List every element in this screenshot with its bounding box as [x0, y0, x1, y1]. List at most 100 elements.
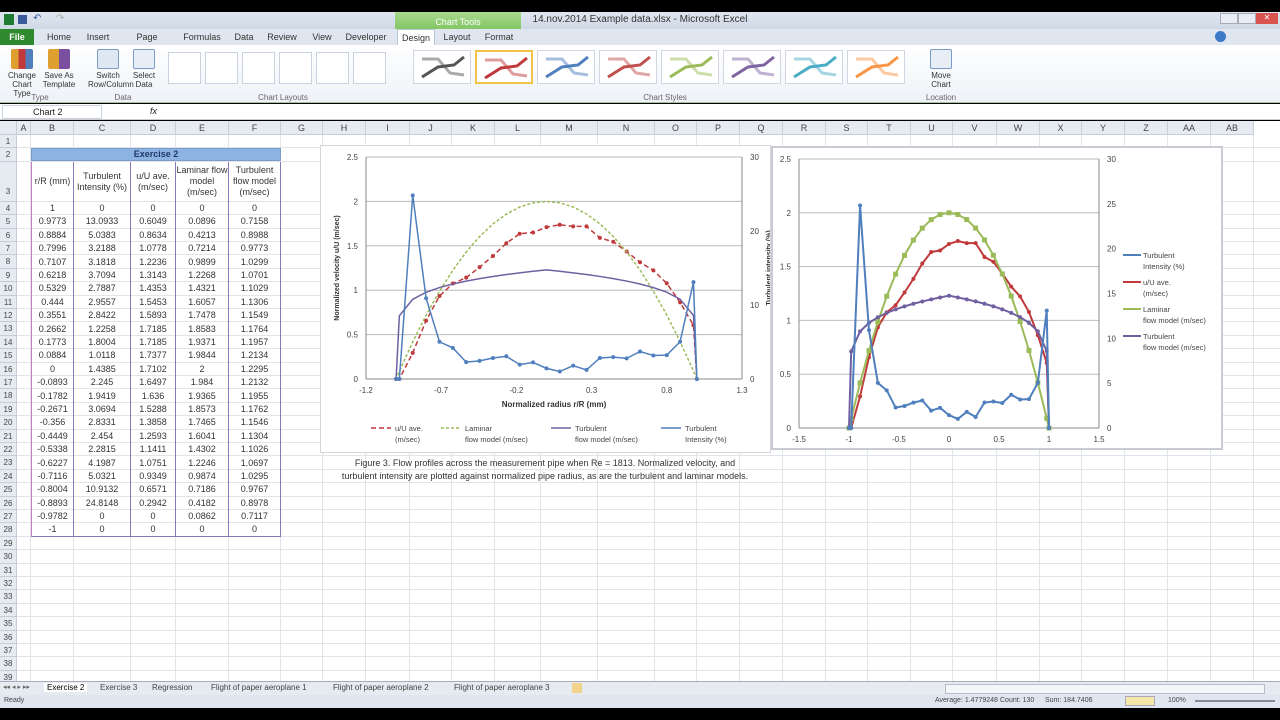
table-cell[interactable]: 3.0694 — [74, 402, 131, 417]
tab-format[interactable]: Format — [484, 32, 514, 42]
save-as-template-button[interactable]: Save As Template — [42, 49, 76, 89]
column-header-x[interactable]: X — [1040, 121, 1082, 135]
chart-2[interactable]: 0 0.5 1 1.5 2 2.5 0 5 10 15 20 25 30 -1.5 -1 -0.5 0 0.5 1 1… — [771, 146, 1223, 450]
row-header-37[interactable]: 37 — [0, 644, 17, 658]
table-cell[interactable]: 0.8884 — [31, 228, 74, 242]
column-header-u[interactable]: U — [911, 121, 953, 135]
table-cell[interactable]: 1.6041 — [176, 429, 229, 443]
table-cell[interactable]: 1.0118 — [74, 349, 131, 363]
tab-data[interactable]: Data — [234, 32, 254, 42]
row-header-7[interactable]: 7 — [0, 242, 17, 256]
table-cell[interactable]: 0.4182 — [176, 496, 229, 510]
column-header-d[interactable]: D — [131, 121, 176, 135]
table-cell[interactable]: 0.9349 — [131, 469, 176, 484]
row-header-30[interactable]: 30 — [0, 550, 17, 564]
tab-file[interactable]: File — [0, 29, 34, 45]
table-cell[interactable]: 0.7107 — [31, 255, 74, 269]
table-cell[interactable]: 10.9132 — [74, 483, 131, 497]
table-cell[interactable]: 1.0701 — [229, 268, 281, 283]
table-cell[interactable]: 0.9899 — [176, 255, 229, 269]
horizontal-scrollbar[interactable] — [945, 684, 1265, 694]
column-header-ab[interactable]: AB — [1211, 121, 1254, 135]
table-cell[interactable]: 0.2942 — [131, 496, 176, 510]
row-header-9[interactable]: 9 — [0, 268, 17, 283]
table-cell[interactable]: 0.7158 — [229, 215, 281, 229]
table-cell[interactable]: 0.5329 — [31, 282, 74, 296]
sheet-tab-regression[interactable]: Regression — [152, 683, 193, 692]
table-cell[interactable]: 1.1411 — [131, 443, 176, 457]
column-header-b[interactable]: B — [31, 121, 74, 135]
table-cell[interactable]: 0.4213 — [176, 228, 229, 242]
column-header-w[interactable]: W — [997, 121, 1040, 135]
row-header-24[interactable]: 24 — [0, 469, 17, 484]
sheet-tab-aeroplane-1[interactable]: Flight of paper aeroplane 1 — [211, 683, 307, 692]
table-cell[interactable]: 0 — [74, 523, 131, 537]
table-cell[interactable]: 0.0862 — [176, 510, 229, 524]
chart-layout-1[interactable] — [168, 52, 201, 84]
table-cell[interactable]: 2 — [176, 362, 229, 376]
table-cell[interactable]: 1.2295 — [229, 362, 281, 376]
table-cell[interactable]: 0.8978 — [229, 496, 281, 510]
table-cell[interactable]: 1.2593 — [131, 429, 176, 443]
chart-style-2[interactable] — [475, 50, 533, 84]
chart-layout-3[interactable] — [242, 52, 275, 84]
table-cell[interactable]: -0.7116 — [31, 469, 74, 484]
restore-button[interactable] — [1238, 13, 1256, 24]
table-cell[interactable]: -0.6227 — [31, 456, 74, 470]
table-cell[interactable]: 0 — [131, 201, 176, 216]
chart-style-6[interactable] — [723, 50, 781, 84]
row-header-1[interactable]: 1 — [0, 135, 17, 149]
row-header-16[interactable]: 16 — [0, 362, 17, 376]
column-header-m[interactable]: M — [541, 121, 598, 135]
table-cell[interactable]: 0 — [176, 201, 229, 216]
table-cell[interactable]: 1.9844 — [176, 349, 229, 363]
table-cell[interactable]: 1.0295 — [229, 469, 281, 484]
table-cell[interactable]: 1.0697 — [229, 456, 281, 470]
table-cell[interactable]: 0 — [229, 523, 281, 537]
table-cell[interactable]: 1.1764 — [229, 322, 281, 336]
table-cell[interactable]: 1.636 — [131, 389, 176, 403]
table-cell[interactable]: 0.0896 — [176, 215, 229, 229]
sheet-tab-aeroplane-3[interactable]: Flight of paper aeroplane 3 — [454, 683, 550, 692]
table-cell[interactable]: 0 — [229, 201, 281, 216]
chart-style-4[interactable] — [599, 50, 657, 84]
help-icon[interactable] — [1215, 31, 1226, 42]
column-header-z[interactable]: Z — [1125, 121, 1168, 135]
table-cell[interactable]: 1.8583 — [176, 322, 229, 336]
row-header-20[interactable]: 20 — [0, 416, 17, 430]
row-header-23[interactable]: 23 — [0, 456, 17, 470]
table-cell[interactable]: 1.1955 — [229, 389, 281, 403]
table-cell[interactable]: 1.1549 — [229, 309, 281, 323]
table-cell[interactable]: 0 — [74, 201, 131, 216]
table-cell[interactable]: 1.8573 — [176, 402, 229, 417]
table-cell[interactable]: 0.7186 — [176, 483, 229, 497]
table-cell[interactable]: 1.8004 — [74, 335, 131, 350]
fx-icon[interactable]: fx — [150, 106, 158, 116]
table-cell[interactable]: 1.1762 — [229, 402, 281, 417]
column-header-h[interactable]: H — [323, 121, 366, 135]
table-cell[interactable]: 5.0383 — [74, 228, 131, 242]
row-header-4[interactable]: 4 — [0, 201, 17, 216]
tab-design[interactable]: Design — [397, 29, 435, 45]
table-cell[interactable]: 0.9773 — [31, 215, 74, 229]
table-cell[interactable]: 1.4321 — [176, 282, 229, 296]
chart-1[interactable]: 0 0.5 1 1.5 2 2.5 0 10 20 30 -1.2 -0.7 -0.2 0.3 0.8 1.3… — [320, 145, 771, 453]
table-cell[interactable]: 1.984 — [176, 376, 229, 390]
row-header-15[interactable]: 15 — [0, 349, 17, 363]
row-header-21[interactable]: 21 — [0, 429, 17, 443]
table-cell[interactable]: -0.0893 — [31, 376, 74, 390]
row-header-13[interactable]: 13 — [0, 322, 17, 336]
table-cell[interactable]: 1.1026 — [229, 443, 281, 457]
table-cell[interactable]: -0.356 — [31, 416, 74, 430]
table-cell[interactable]: 1.7102 — [131, 362, 176, 376]
table-cell[interactable]: 1.7478 — [176, 309, 229, 323]
tab-review[interactable]: Review — [267, 32, 297, 42]
row-header-34[interactable]: 34 — [0, 603, 17, 618]
table-cell[interactable]: 1.0751 — [131, 456, 176, 470]
zoom-level[interactable]: 100% — [1168, 697, 1186, 704]
tab-developer[interactable]: Developer — [345, 32, 387, 42]
table-cell[interactable]: 0.2662 — [31, 322, 74, 336]
row-header-32[interactable]: 32 — [0, 577, 17, 591]
row-header-8[interactable]: 8 — [0, 255, 17, 269]
table-cell[interactable]: 2.454 — [74, 429, 131, 443]
